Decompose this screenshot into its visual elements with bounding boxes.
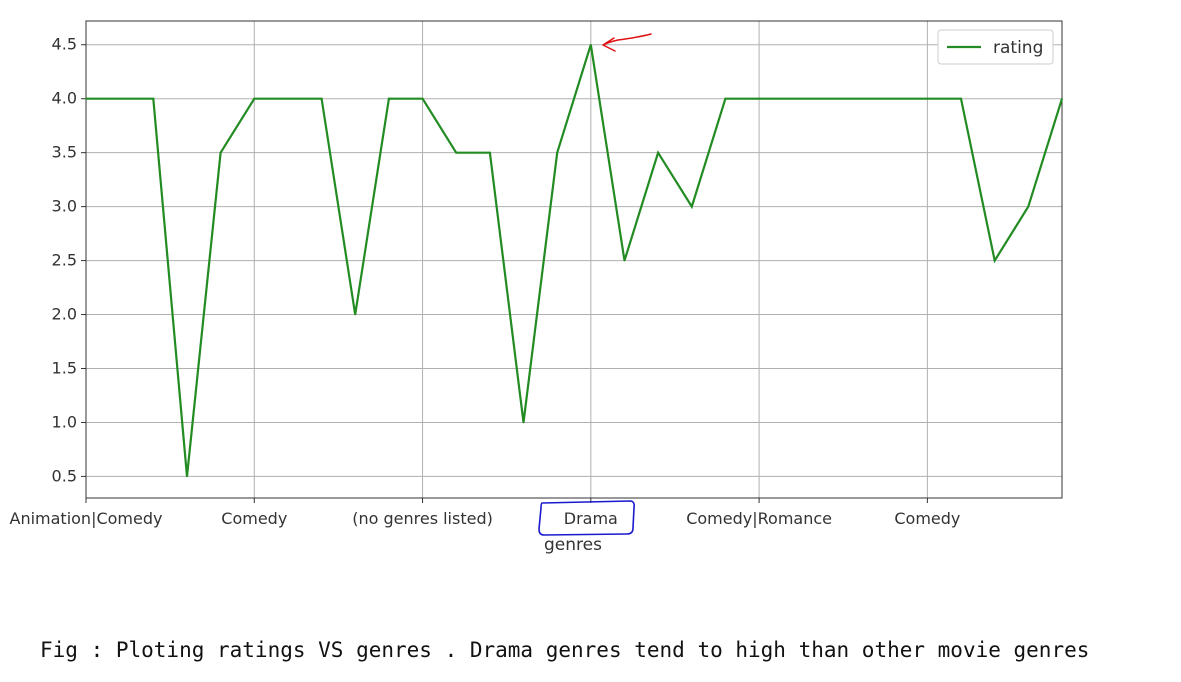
x-tick-label: Comedy xyxy=(221,509,287,528)
data-point xyxy=(993,259,996,262)
legend-box xyxy=(937,29,1054,65)
x-tick-label: Animation|Comedy xyxy=(10,509,163,528)
y-tick-label: 2.5 xyxy=(52,251,77,270)
y-axis: 0.5 1.0 1.5 2.0 2.5 3.0 3.5 4.0 4.5 xyxy=(52,35,86,485)
data-point xyxy=(388,97,390,100)
x-tick-label: Comedy xyxy=(894,509,960,528)
y-tick-label: 0.5 xyxy=(52,466,77,485)
data-point xyxy=(186,475,188,478)
ratings-line-chart: 0.5 1.0 1.5 2.0 2.5 3.0 3.5 4.0 4.5 Animation|Co… xyxy=(10,20,1064,555)
data-point xyxy=(758,97,760,100)
plot-area-frame xyxy=(85,20,1063,499)
x-tick-label: Comedy|Romance xyxy=(686,509,832,528)
series-line-rating xyxy=(86,44,1064,477)
y-tick-label: 3.5 xyxy=(52,143,77,162)
data-point xyxy=(690,205,693,208)
data-point xyxy=(926,97,929,100)
data-point xyxy=(960,97,962,100)
y-tick-label: 4.0 xyxy=(52,89,77,108)
legend-label-rating: rating xyxy=(993,38,1043,58)
y-tick-label: 2.0 xyxy=(52,305,77,324)
data-point xyxy=(1061,97,1063,100)
x-axis-title: genres xyxy=(544,535,602,555)
series-layer xyxy=(85,43,1064,478)
data-point xyxy=(590,43,592,46)
data-point xyxy=(118,97,121,100)
data-point xyxy=(556,151,558,154)
data-point xyxy=(724,97,727,100)
data-point xyxy=(152,97,155,100)
data-point xyxy=(421,97,424,100)
data-point xyxy=(623,259,626,262)
annotation-arrow xyxy=(602,33,652,52)
y-tick-label: 3.0 xyxy=(52,197,77,216)
data-point xyxy=(253,97,256,100)
y-tick-label: 4.5 xyxy=(52,35,77,54)
x-axis: Animation|Comedy Comedy (no genres listed)… xyxy=(10,498,960,528)
data-point xyxy=(859,97,861,100)
data-point xyxy=(219,151,222,154)
figure-caption: Fig : Ploting ratings VS genres . Drama … xyxy=(40,638,1090,662)
x-tick-label: Drama xyxy=(564,509,618,528)
grid xyxy=(85,21,1062,498)
data-point xyxy=(287,97,289,100)
data-point xyxy=(522,421,525,424)
legend: rating xyxy=(937,29,1054,65)
data-point xyxy=(1027,205,1030,208)
y-tick-label: 1.5 xyxy=(52,358,77,377)
data-point xyxy=(354,313,357,316)
data-point xyxy=(85,97,87,100)
data-point xyxy=(489,151,491,154)
x-tick-label: (no genres listed) xyxy=(352,509,493,528)
y-tick-label: 1.0 xyxy=(52,412,77,431)
red-arrow-annotation xyxy=(602,33,652,52)
drama-highlight-box xyxy=(538,500,635,536)
data-point xyxy=(892,97,895,100)
data-point xyxy=(657,151,659,154)
data-point xyxy=(791,97,794,100)
data-point xyxy=(825,97,828,100)
data-point xyxy=(320,97,323,100)
data-point xyxy=(455,151,458,154)
